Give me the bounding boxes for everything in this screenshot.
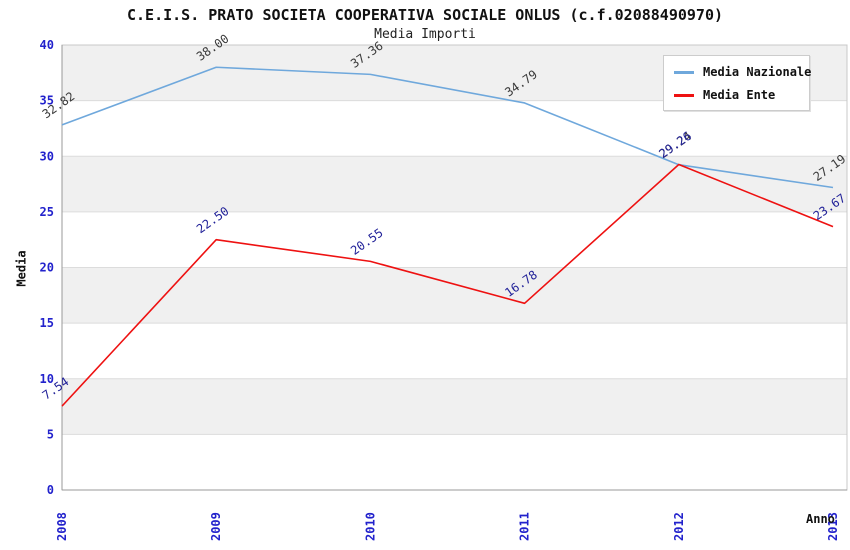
y-tick-label: 35 — [40, 94, 54, 108]
plot-band — [62, 156, 847, 212]
plot-band — [62, 378, 847, 435]
legend-box: Media Nazionale Media Ente — [663, 55, 811, 111]
media-nazionale-line-swatch — [674, 70, 694, 74]
y-tick-label: 5 — [47, 427, 54, 441]
x-axis-title: Anno — [806, 512, 835, 526]
legend-label: Media Ente — [703, 88, 776, 102]
chart-subtitle: Media Importi — [374, 27, 476, 42]
legend-item-media-ente: Media Ente — [674, 88, 799, 102]
x-tick-label: 2012 — [672, 512, 686, 541]
y-tick-label: 20 — [40, 261, 54, 275]
x-tick-label: 2010 — [363, 512, 377, 541]
x-tick-label: 2008 — [55, 512, 69, 541]
y-tick-label: 0 — [47, 483, 54, 497]
plot-band — [62, 323, 847, 379]
plot-band — [62, 211, 847, 268]
series-line-media-nazionale — [61, 66, 834, 189]
x-tick-label: 2011 — [518, 512, 532, 541]
y-tick-label: 15 — [40, 316, 54, 330]
y-axis-title: Media — [14, 250, 29, 287]
x-tick-label: 2013 — [826, 512, 840, 541]
y-tick-label: 25 — [40, 205, 54, 219]
y-tick-label: 10 — [40, 372, 54, 386]
legend-label: Media Nazionale — [703, 65, 812, 79]
series-line-media-ente — [61, 163, 834, 407]
media-ente-line-swatch — [674, 93, 694, 97]
y-tick-label: 40 — [40, 38, 54, 52]
plot-band — [62, 434, 847, 490]
chart-title: C.E.I.S. PRATO SOCIETA COOPERATIVA SOCIA… — [126, 6, 724, 24]
plot-band — [62, 267, 847, 324]
x-tick-label: 2009 — [209, 512, 223, 541]
y-tick-label: 30 — [40, 149, 54, 163]
legend-item-media-nazionale: Media Nazionale — [674, 65, 811, 79]
